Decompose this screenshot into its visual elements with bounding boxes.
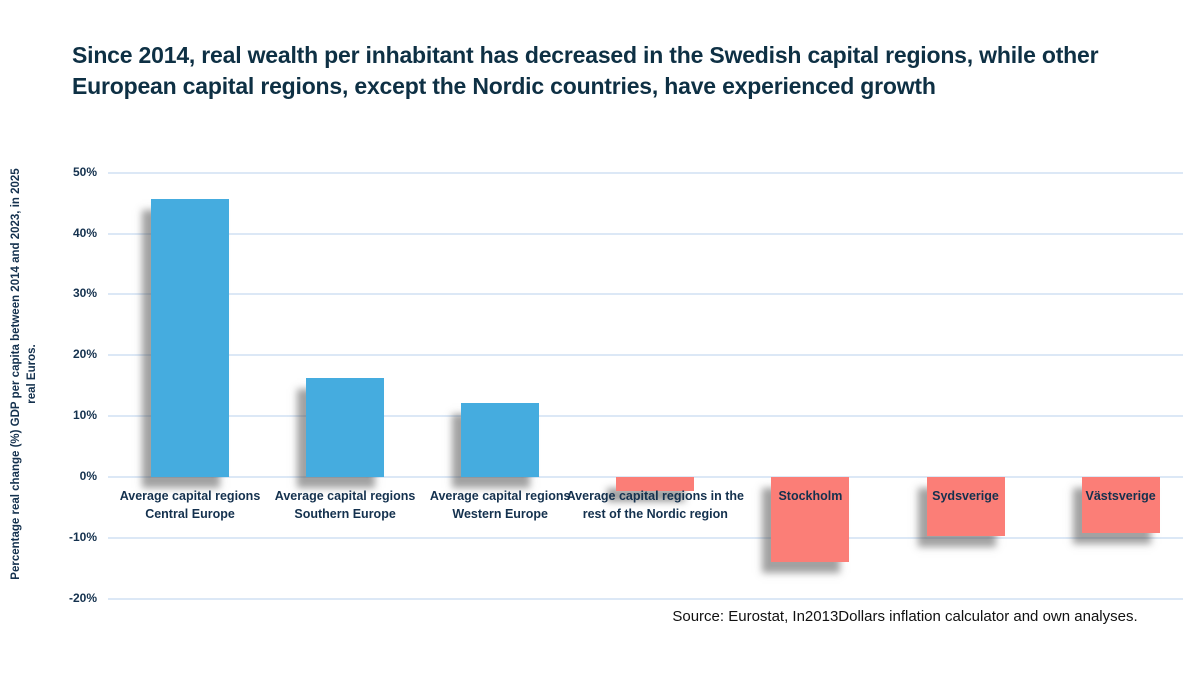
bar-3 — [616, 477, 695, 491]
category-label-0: Average capital regions Central Europe — [119, 489, 261, 521]
bar-5 — [926, 477, 1005, 537]
gridline-10 — [108, 415, 1183, 418]
y-tick-label--20: -20% — [68, 590, 97, 605]
category-label-2: Average capital regions Western Europe — [429, 489, 571, 521]
y-tick-label-40: 40% — [72, 225, 97, 240]
gridline-50 — [108, 171, 1183, 174]
category-label-3: Average capital regions in the rest of t… — [566, 489, 744, 521]
category-label-6: Västsverige — [1085, 489, 1156, 503]
bar-2 — [461, 402, 540, 477]
gridline-30 — [108, 293, 1183, 296]
y-tick-label-20: 20% — [72, 347, 97, 362]
y-tick-label-50: 50% — [72, 164, 97, 179]
bar-0 — [151, 198, 229, 477]
gridline--10 — [108, 536, 1183, 539]
y-tick-label-30: 30% — [72, 286, 97, 301]
y-tick-label-0: 0% — [79, 469, 97, 483]
y-tick-label--10: -10% — [68, 529, 97, 544]
bar-1 — [306, 378, 385, 477]
category-label-1: Average capital regions Southern Europe — [274, 489, 416, 521]
y-axis-title-line-2: real Euros. — [26, 344, 38, 404]
category-label-4: Stockholm — [778, 489, 843, 503]
category-label-5: Sydsverige — [932, 489, 999, 503]
bar-6 — [1081, 477, 1160, 533]
gridline-40 — [108, 232, 1183, 235]
gridline--20 — [108, 597, 1183, 600]
y-axis-title: Percentage real change (%) GDP per capit… — [8, 124, 44, 624]
gridline-20 — [108, 354, 1183, 357]
chart-title: Since 2014, real wealth per inhabitant h… — [72, 42, 1099, 99]
y-axis-title-line-1: Percentage real change (%) GDP per capit… — [10, 168, 22, 580]
bar-4 — [771, 477, 850, 563]
y-tick-label-10: 10% — [72, 408, 97, 423]
source-note: Source: Eurostat, In2013Dollars inflatio… — [672, 608, 1138, 625]
